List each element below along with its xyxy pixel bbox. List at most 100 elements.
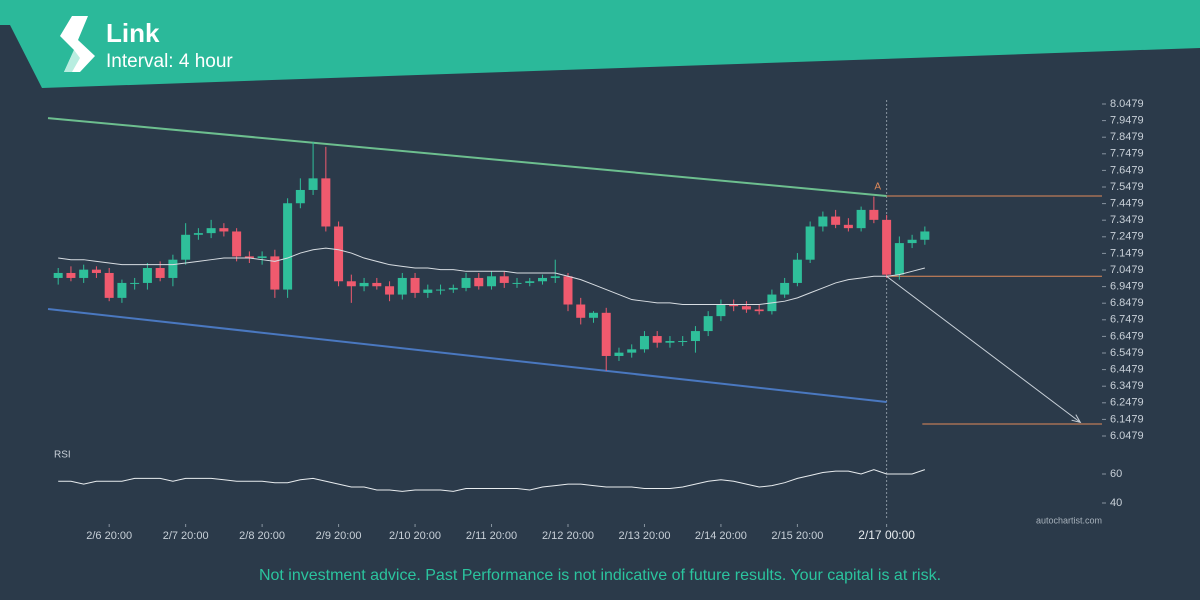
candle-body	[741, 306, 751, 310]
candle-body	[512, 282, 522, 284]
candle-body	[499, 276, 509, 283]
y-tick-label: 6.8479	[1110, 297, 1144, 309]
candle-body	[614, 352, 624, 356]
y-tick-label: 7.6479	[1110, 164, 1144, 176]
candle-body	[754, 309, 764, 312]
candle-body	[729, 304, 739, 307]
y2-tick-label: 40	[1110, 497, 1122, 509]
candle-body	[53, 272, 63, 278]
candle-body	[193, 233, 203, 235]
candle-body	[385, 286, 395, 295]
y-tick-label: 6.3479	[1110, 380, 1144, 392]
candle-body	[831, 216, 841, 225]
trendline	[47, 117, 887, 197]
x-tick-label: 2/13 20:00	[618, 530, 670, 542]
arrow-head	[1071, 414, 1082, 424]
y-tick-label: 6.4479	[1110, 364, 1144, 376]
candle-body	[104, 272, 114, 298]
x-tick-label: 2/14 20:00	[695, 530, 747, 542]
candle-body	[690, 331, 700, 342]
x-tick-label: 2/10 20:00	[389, 530, 441, 542]
candle-body	[321, 178, 331, 227]
indicator-label: RSI	[54, 450, 71, 461]
candle-body	[856, 209, 866, 229]
candle-body	[410, 277, 420, 293]
candle-body	[295, 189, 305, 204]
x-tick-label: 2/12 20:00	[542, 530, 594, 542]
candle-body	[257, 256, 267, 259]
candle-body	[780, 282, 790, 295]
logo-shade	[64, 50, 80, 72]
candle-body	[461, 277, 471, 288]
x-tick-label: 2/8 20:00	[239, 530, 285, 542]
candle-body	[588, 312, 598, 318]
candle-body	[639, 336, 649, 350]
candle-body	[270, 256, 280, 290]
y-tick-label: 6.1479	[1110, 413, 1144, 425]
candle-body	[91, 269, 101, 273]
rsi-line	[58, 469, 926, 492]
y-tick-label: 7.7479	[1110, 148, 1144, 160]
y-tick-label: 7.5479	[1110, 181, 1144, 193]
candle-body	[792, 259, 802, 283]
candle-body	[601, 312, 611, 356]
y-tick-label: 7.3479	[1110, 214, 1144, 226]
candle-body	[665, 341, 675, 343]
candle-body	[652, 336, 662, 343]
annotation: A	[874, 181, 881, 192]
candle-body	[716, 304, 726, 317]
y-tick-label: 6.6479	[1110, 330, 1144, 342]
candle-body	[920, 231, 930, 240]
chart-title: Link	[106, 18, 160, 48]
candle-body	[372, 282, 382, 287]
y-tick-label: 6.5479	[1110, 347, 1144, 359]
logo	[60, 16, 95, 72]
candle-body	[308, 178, 318, 190]
candle-body	[181, 234, 191, 260]
y-tick-label: 8.0479	[1110, 98, 1144, 110]
trendline	[47, 307, 887, 403]
candle-body	[66, 272, 76, 278]
candle-body	[474, 277, 484, 287]
candle-body	[487, 276, 497, 287]
disclaimer: Not investment advice. Past Performance …	[259, 567, 941, 584]
candle-body	[283, 203, 293, 290]
x-tick-label: 2/17 00:00	[858, 528, 915, 542]
candle-body	[550, 276, 560, 278]
moving-average	[58, 247, 925, 306]
candle-body	[563, 276, 573, 305]
x-tick-label: 2/6 20:00	[86, 530, 132, 542]
header-band	[0, 0, 1200, 88]
candle-body	[678, 341, 688, 343]
x-tick-label: 2/11 20:00	[466, 530, 517, 542]
candle-body	[869, 209, 879, 220]
y-tick-label: 7.2479	[1110, 231, 1144, 243]
y-tick-label: 7.1479	[1110, 247, 1144, 259]
y-tick-label: 6.7479	[1110, 314, 1144, 326]
candle-body	[117, 282, 127, 298]
candle-body	[576, 304, 586, 318]
candle-body	[907, 239, 917, 244]
candle-body	[142, 267, 152, 283]
y-tick-label: 6.9479	[1110, 281, 1144, 293]
y-tick-label: 7.0479	[1110, 264, 1144, 276]
candle-body	[346, 281, 356, 287]
candle-body	[359, 282, 369, 287]
watermark: autochartist.com	[1036, 515, 1102, 525]
forecast-arrow	[886, 275, 1081, 423]
candle-body	[538, 277, 548, 282]
candle-body	[79, 269, 89, 278]
candle-body	[703, 316, 713, 332]
candle-body	[168, 259, 178, 278]
candle-body	[805, 226, 815, 260]
y-tick-label: 6.2479	[1110, 397, 1144, 409]
candle-body	[894, 243, 904, 275]
candle-body	[206, 228, 216, 234]
candle-body	[130, 282, 140, 284]
y-tick-label: 6.0479	[1110, 430, 1144, 442]
candle-body	[334, 226, 344, 282]
chart-subtitle: Interval: 4 hour	[106, 51, 233, 72]
candle-body	[219, 228, 229, 232]
